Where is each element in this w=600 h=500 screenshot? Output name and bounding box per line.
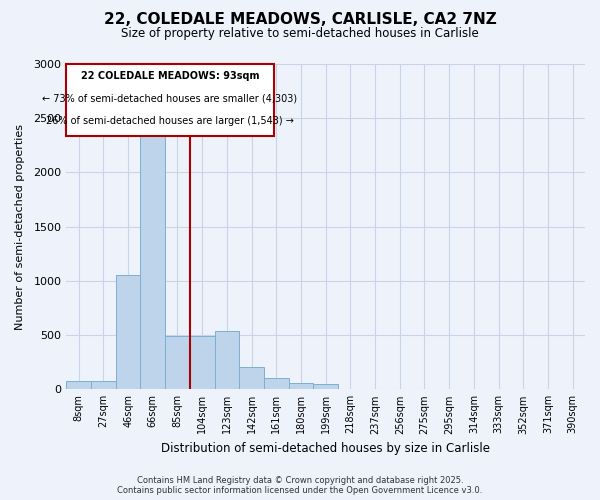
Bar bbox=[363, 389, 388, 390]
Bar bbox=[264, 378, 289, 390]
X-axis label: Distribution of semi-detached houses by size in Carlisle: Distribution of semi-detached houses by … bbox=[161, 442, 490, 455]
Text: ← 73% of semi-detached houses are smaller (4,303): ← 73% of semi-detached houses are smalle… bbox=[43, 94, 298, 104]
Bar bbox=[67, 380, 91, 390]
Bar bbox=[338, 389, 363, 390]
Bar bbox=[91, 380, 116, 390]
Text: Size of property relative to semi-detached houses in Carlisle: Size of property relative to semi-detach… bbox=[121, 28, 479, 40]
Bar bbox=[215, 331, 239, 390]
Bar bbox=[313, 384, 338, 390]
Bar bbox=[165, 336, 190, 390]
Bar bbox=[190, 336, 215, 390]
Bar bbox=[116, 276, 140, 390]
Text: 22, COLEDALE MEADOWS, CARLISLE, CA2 7NZ: 22, COLEDALE MEADOWS, CARLISLE, CA2 7NZ bbox=[104, 12, 496, 28]
Bar bbox=[140, 118, 165, 390]
Text: 26% of semi-detached houses are larger (1,543) →: 26% of semi-detached houses are larger (… bbox=[46, 116, 294, 126]
Bar bbox=[239, 366, 264, 390]
Text: 22 COLEDALE MEADOWS: 93sqm: 22 COLEDALE MEADOWS: 93sqm bbox=[81, 70, 259, 81]
FancyBboxPatch shape bbox=[67, 64, 274, 136]
Bar bbox=[289, 384, 313, 390]
Text: Contains HM Land Registry data © Crown copyright and database right 2025.
Contai: Contains HM Land Registry data © Crown c… bbox=[118, 476, 482, 495]
Y-axis label: Number of semi-detached properties: Number of semi-detached properties bbox=[15, 124, 25, 330]
